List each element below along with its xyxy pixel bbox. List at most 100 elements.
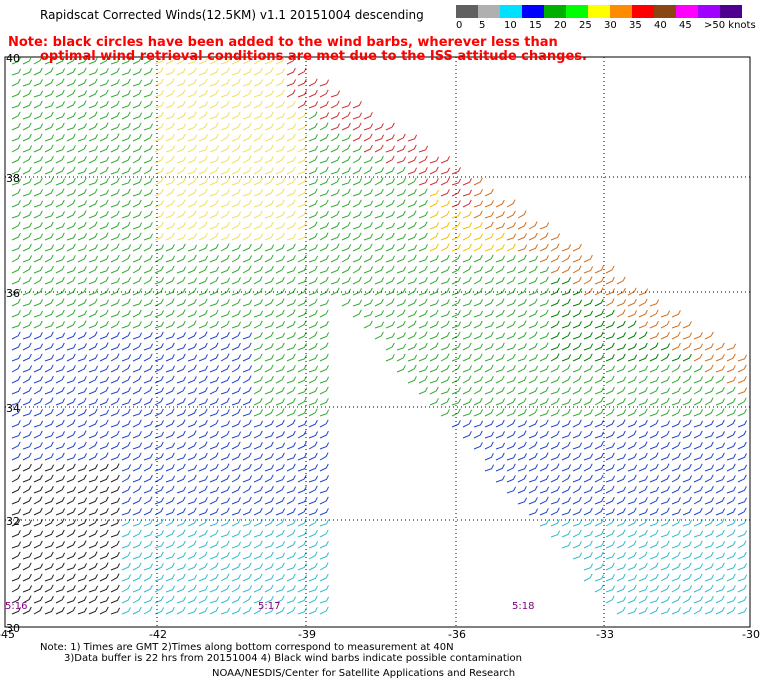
wind-barb (451, 331, 461, 340)
wind-barb (616, 287, 626, 296)
wind-barb (88, 188, 98, 197)
wind-barb (473, 420, 484, 428)
wind-barb (704, 397, 714, 406)
wind-barb (121, 265, 131, 274)
wind-barb (704, 541, 715, 549)
wind-barb (341, 254, 351, 263)
wind-barb (22, 573, 32, 582)
wind-barb (583, 332, 593, 340)
wind-barb (693, 606, 703, 615)
wind-barb (220, 607, 231, 615)
wind-barb (132, 89, 142, 98)
wind-barb (154, 474, 164, 483)
wind-barb (297, 376, 307, 384)
wind-barb (649, 342, 659, 351)
wind-barb (55, 552, 66, 560)
wind-barb (363, 210, 373, 219)
wind-barb (143, 233, 154, 241)
wind-barb (693, 386, 703, 395)
wind-barb (187, 90, 198, 98)
wind-barb (176, 222, 186, 230)
wind-barb (187, 420, 198, 428)
wind-barb (275, 298, 285, 307)
wind-barb (572, 342, 582, 351)
wind-barb (484, 200, 494, 208)
wind-barb (55, 585, 66, 593)
wind-barb (165, 562, 175, 571)
wind-barb (231, 364, 241, 373)
wind-barb (209, 100, 219, 109)
wind-barb (198, 387, 208, 395)
wind-barb (605, 298, 615, 307)
wind-barb (385, 321, 395, 329)
legend-swatch (544, 5, 566, 18)
wind-barb (616, 573, 626, 582)
wind-barb (341, 232, 351, 241)
wind-barb (33, 343, 44, 351)
wind-barb (143, 287, 153, 296)
wind-barb (374, 211, 385, 219)
wind-barb (363, 320, 373, 329)
wind-barb (275, 155, 285, 164)
wind-barb (121, 288, 132, 296)
wind-barb (121, 431, 132, 439)
legend-swatch (456, 5, 478, 18)
wind-barb (99, 189, 110, 197)
wind-barb (319, 178, 329, 186)
wind-barb (220, 563, 231, 571)
wind-barb (88, 134, 98, 142)
wind-barb (264, 254, 274, 263)
wind-barb (319, 353, 329, 362)
wind-barb (110, 277, 121, 285)
wind-barb (550, 397, 560, 406)
wind-barb (561, 254, 571, 263)
wind-barb (143, 486, 154, 494)
wind-barb (528, 431, 539, 439)
wind-barb (11, 111, 21, 120)
wind-barb (517, 430, 527, 439)
wind-barb (396, 133, 406, 142)
wind-barb (187, 266, 197, 274)
wind-barb (121, 134, 132, 142)
wind-barb (143, 210, 153, 219)
wind-barb (132, 398, 142, 406)
wind-barb (99, 133, 109, 142)
wind-barb (495, 464, 505, 472)
wind-barb (429, 276, 439, 285)
wind-barb (627, 387, 638, 395)
wind-barb (33, 233, 44, 241)
wind-barb (99, 255, 109, 263)
wind-barb (594, 530, 604, 538)
wind-barb (165, 309, 175, 318)
wind-barb (33, 420, 44, 428)
wind-barb (275, 332, 286, 340)
wind-barb (187, 320, 197, 329)
wind-barb (242, 211, 252, 219)
wind-barb (660, 530, 671, 538)
wind-barb (374, 254, 384, 263)
wind-barb (704, 408, 714, 417)
wind-barb (550, 474, 560, 483)
wind-barb (154, 343, 164, 351)
wind-barb (77, 287, 87, 296)
wind-barb (638, 288, 649, 296)
wind-barb (605, 452, 615, 461)
wind-barb (77, 563, 87, 571)
wind-barb (187, 551, 197, 560)
wind-barb (22, 375, 32, 384)
wind-barb (132, 178, 142, 186)
wind-barb (231, 254, 241, 263)
wind-barb (407, 244, 418, 252)
wind-barb (627, 563, 637, 571)
wind-barb (539, 475, 549, 483)
wind-barb (737, 574, 748, 582)
wind-barb (319, 376, 330, 384)
wind-barb (462, 321, 472, 329)
wind-barb (176, 145, 186, 153)
wind-barb (33, 177, 43, 186)
wind-barb (649, 365, 659, 373)
wind-barb (154, 155, 164, 164)
wind-barb (99, 573, 109, 582)
wind-barb (132, 199, 142, 208)
wind-barb (99, 276, 109, 285)
